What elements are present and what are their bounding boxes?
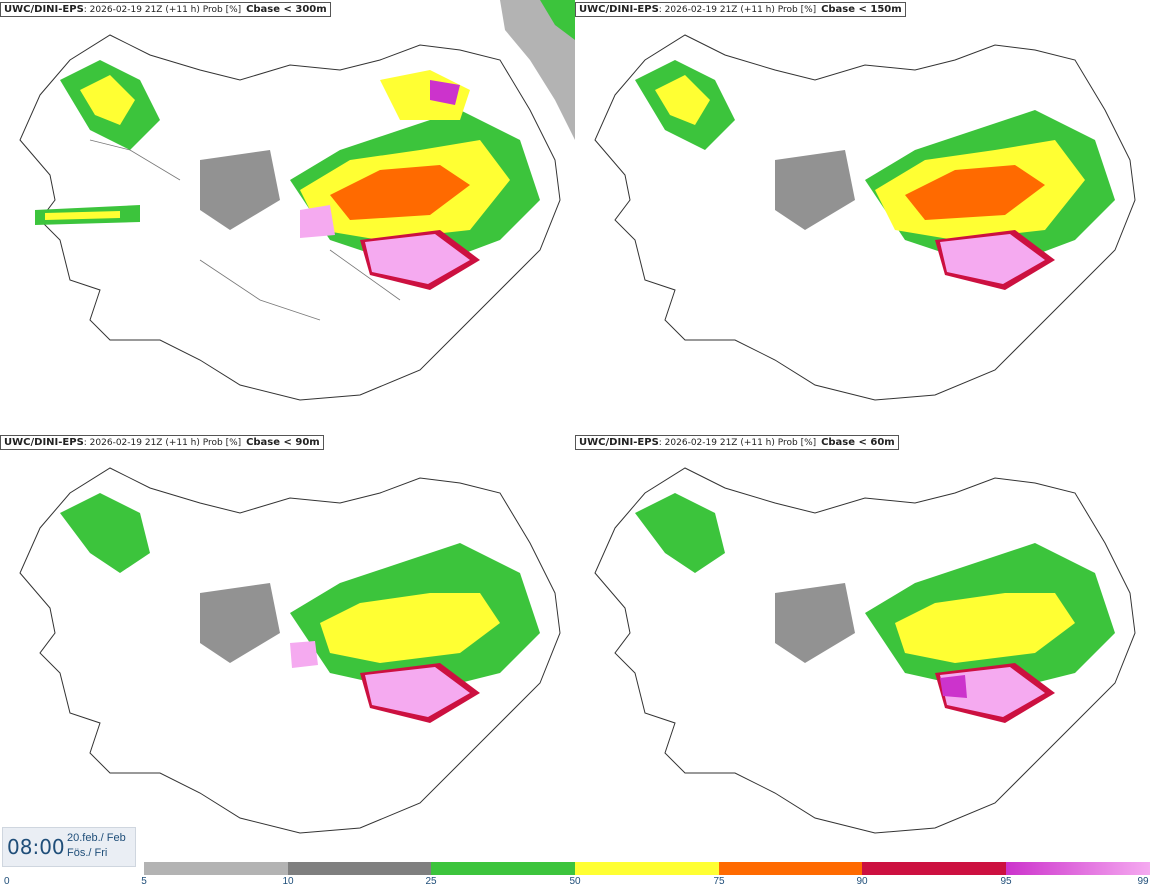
legend-segment: [144, 862, 288, 875]
panel-title: UWC/DINI-EPS: 2026-02-19 21Z (+11 h) Pro…: [575, 435, 899, 450]
map-panel-cbase-150: UWC/DINI-EPS: 2026-02-19 21Z (+11 h) Pro…: [575, 0, 1150, 433]
iceland-map: [594, 34, 1136, 401]
map-panel-cbase-90: UWC/DINI-EPS: 2026-02-19 21Z (+11 h) Pro…: [0, 433, 575, 866]
legend-label: 50: [569, 876, 581, 887]
valid-time: 08:00: [7, 835, 65, 859]
legend-segment: [1006, 862, 1150, 875]
legend-segment: [719, 862, 862, 875]
panel-title: UWC/DINI-EPS: 2026-02-19 21Z (+11 h) Pro…: [575, 2, 906, 17]
map-panel-cbase-300: UWC/DINI-EPS: 2026-02-19 21Z (+11 h) Pro…: [0, 0, 575, 433]
legend-label: 10: [282, 876, 294, 887]
iceland-map: [19, 467, 561, 834]
legend-label: 25: [425, 876, 437, 887]
legend-label: 5: [141, 876, 147, 887]
valid-date: 20.feb./ Feb Fös./ Fri: [67, 831, 126, 861]
legend-segment: [862, 862, 1006, 875]
valid-date-line-2: Fös./ Fri: [67, 847, 108, 859]
iceland-map: [19, 0, 575, 401]
color-legend: 0 5 10 25 50 75 90 95 99: [0, 862, 1150, 891]
panel-title: UWC/DINI-EPS: 2026-02-19 21Z (+11 h) Pro…: [0, 435, 324, 450]
iceland-map: [594, 467, 1136, 834]
valid-time-box: 08:00 20.feb./ Feb Fös./ Fri: [2, 827, 136, 867]
legend-label: 75: [713, 876, 725, 887]
panel-title: UWC/DINI-EPS: 2026-02-19 21Z (+11 h) Pro…: [0, 2, 331, 17]
legend-label: 90: [856, 876, 868, 887]
legend-label: 99: [1137, 876, 1149, 887]
legend-segment: [575, 862, 719, 875]
legend-segment: [288, 862, 431, 875]
legend-label: 0: [4, 876, 10, 887]
valid-date-line-1: 20.feb./ Feb: [67, 832, 126, 844]
map-panel-cbase-60: UWC/DINI-EPS: 2026-02-19 21Z (+11 h) Pro…: [575, 433, 1150, 866]
legend-label: 95: [1000, 876, 1012, 887]
legend-segment: [431, 862, 575, 875]
